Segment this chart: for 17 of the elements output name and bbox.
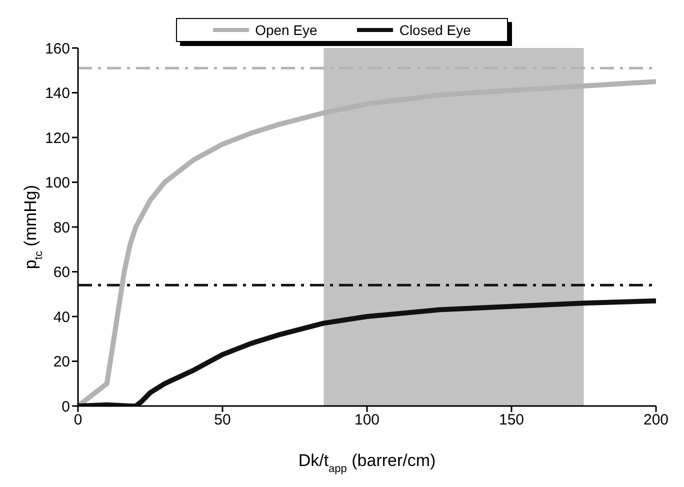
y-tick-label: 0 xyxy=(62,398,70,416)
y-tick-label: 60 xyxy=(53,264,70,282)
legend-label: Closed Eye xyxy=(398,22,471,38)
y-tick-label: 120 xyxy=(44,130,70,147)
y-tick-label: 100 xyxy=(44,174,70,192)
y-tick-label: 140 xyxy=(44,85,70,102)
x-tick-label: 50 xyxy=(214,412,231,429)
legend-label: Open Eye xyxy=(254,22,318,38)
y-tick-label: 20 xyxy=(53,354,70,371)
y-tick-label: 80 xyxy=(53,219,70,236)
x-tick-label: 200 xyxy=(643,412,669,429)
y-tick-label: 40 xyxy=(53,308,70,326)
x-tick-label: 150 xyxy=(498,412,524,429)
x-axis-title: Dk/t$_{app}$ (barrer/cm) xyxy=(298,451,436,475)
y-tick-label: 160 xyxy=(44,40,70,58)
x-tick-label: 100 xyxy=(354,412,380,429)
x-tick-label: 0 xyxy=(74,412,82,429)
